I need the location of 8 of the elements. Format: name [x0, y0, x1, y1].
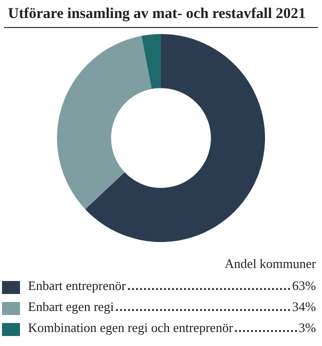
data-label: 63%	[292, 278, 316, 294]
chart-title: Utförare insamling av mat- och restavfall 2021	[4, 0, 318, 28]
data-label: 34%	[292, 299, 316, 315]
data-label: 3%	[298, 320, 316, 336]
legend-title: Andel kommuner	[224, 256, 316, 272]
legend-label: Enbart entreprenör	[28, 278, 126, 294]
legend-label: Kombination egen regi och entreprenör	[28, 320, 234, 336]
legend-label: Enbart egen regi	[28, 299, 114, 315]
